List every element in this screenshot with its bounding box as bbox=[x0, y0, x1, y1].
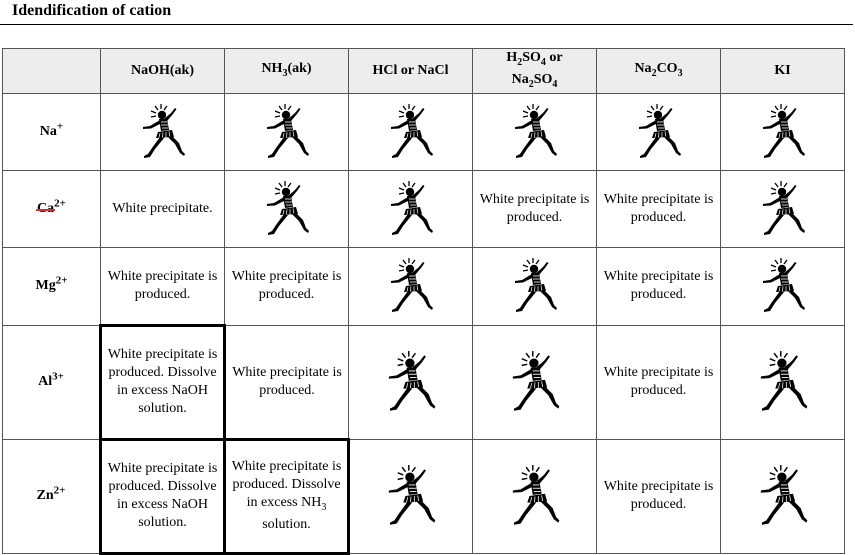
no-reaction-cell bbox=[720, 246, 845, 326]
row-al: Al3+ White precipitate is produced. Diss… bbox=[2, 323, 845, 441]
no-reaction-cell bbox=[348, 324, 473, 440]
ion-ca: Ca2+ bbox=[2, 169, 101, 248]
no-reaction-cell bbox=[348, 246, 473, 326]
dancing-figure-icon bbox=[388, 465, 437, 526]
ion-al: Al3+ bbox=[2, 324, 101, 440]
page-title: Idendification of cation bbox=[12, 2, 172, 19]
dancing-figure-icon bbox=[265, 180, 310, 236]
dancing-figure-icon bbox=[761, 103, 806, 159]
dancing-figure-icon bbox=[387, 351, 436, 412]
dancing-figure-icon bbox=[759, 351, 808, 412]
dancing-figure-icon bbox=[761, 258, 806, 313]
header-row: NaOH(ak) NH3(ak) HCl or NaCl H2SO4 or Na2… bbox=[2, 48, 845, 94]
dancing-figure-icon bbox=[637, 103, 682, 159]
header-ki: KI bbox=[720, 48, 845, 94]
dancing-figure-icon bbox=[511, 465, 560, 526]
no-reaction-cell bbox=[100, 92, 225, 171]
result-cell-highlighted: White precipitate is produced. Dissolve … bbox=[99, 437, 226, 555]
ion-na: Na+ bbox=[2, 92, 101, 171]
dancing-figure-icon bbox=[761, 180, 806, 236]
dancing-figure-icon bbox=[511, 351, 560, 412]
no-reaction-cell bbox=[472, 324, 597, 440]
no-reaction-cell bbox=[472, 246, 597, 326]
no-reaction-cell bbox=[224, 92, 349, 171]
no-reaction-cell bbox=[720, 324, 845, 440]
dancing-figure-icon bbox=[759, 465, 808, 526]
no-reaction-cell bbox=[720, 169, 845, 248]
no-reaction-cell bbox=[348, 169, 473, 248]
no-reaction-cell bbox=[472, 438, 597, 554]
no-reaction-cell bbox=[348, 438, 473, 554]
no-reaction-cell bbox=[596, 92, 721, 171]
result-cell: White precipitate is produced. bbox=[596, 169, 721, 248]
dancing-figure-icon bbox=[141, 103, 186, 159]
result-cell: White precipitate is produced. bbox=[596, 438, 721, 554]
row-mg: Mg2+ White precipitate is produced. Whit… bbox=[2, 246, 845, 326]
header-nh3: NH3(ak) bbox=[224, 48, 349, 94]
header-na2co3: Na2CO3 bbox=[596, 48, 721, 94]
title-divider bbox=[0, 24, 853, 25]
result-cell: White precipitate is produced. bbox=[224, 324, 349, 440]
header-hcl-nacl: HCl or NaCl bbox=[348, 48, 473, 94]
ion-zn: Zn2+ bbox=[2, 438, 101, 554]
row-zn: Zn2+ White precipitate is produced. Diss… bbox=[2, 437, 845, 555]
dancing-figure-icon bbox=[513, 258, 558, 313]
result-cell: White precipitate is produced. bbox=[224, 246, 349, 326]
dancing-figure-icon bbox=[389, 180, 434, 236]
row-na: Na+ bbox=[2, 92, 845, 171]
header-naoh: NaOH(ak) bbox=[100, 48, 225, 94]
no-reaction-cell bbox=[720, 438, 845, 554]
result-cell: White precipitate is produced. bbox=[596, 246, 721, 326]
row-ca: Ca2+ White precipitate. White precipitat… bbox=[2, 169, 845, 248]
result-cell: White precipitate. bbox=[100, 169, 225, 248]
result-cell-highlighted: White precipitate is produced. Dissolve … bbox=[99, 323, 226, 441]
dancing-figure-icon bbox=[513, 103, 558, 159]
result-cell-highlighted: White precipitate is produced. Dissolve … bbox=[223, 437, 350, 555]
no-reaction-cell bbox=[472, 92, 597, 171]
result-cell: White precipitate is produced. bbox=[472, 169, 597, 248]
header-corner bbox=[2, 48, 101, 94]
ion-mg: Mg2+ bbox=[2, 246, 101, 326]
cation-identification-table: NaOH(ak) NH3(ak) HCl or NaCl H2SO4 or Na2… bbox=[2, 48, 845, 555]
header-h2so4-na2so4: H2SO4 or Na2SO4 bbox=[472, 48, 597, 94]
dancing-figure-icon bbox=[265, 103, 310, 159]
no-reaction-cell bbox=[720, 92, 845, 171]
result-cell: White precipitate is produced. bbox=[596, 324, 721, 440]
dancing-figure-icon bbox=[389, 258, 434, 313]
dancing-figure-icon bbox=[389, 103, 434, 159]
result-cell: White precipitate is produced. bbox=[100, 246, 225, 326]
no-reaction-cell bbox=[224, 169, 349, 248]
no-reaction-cell bbox=[348, 92, 473, 171]
